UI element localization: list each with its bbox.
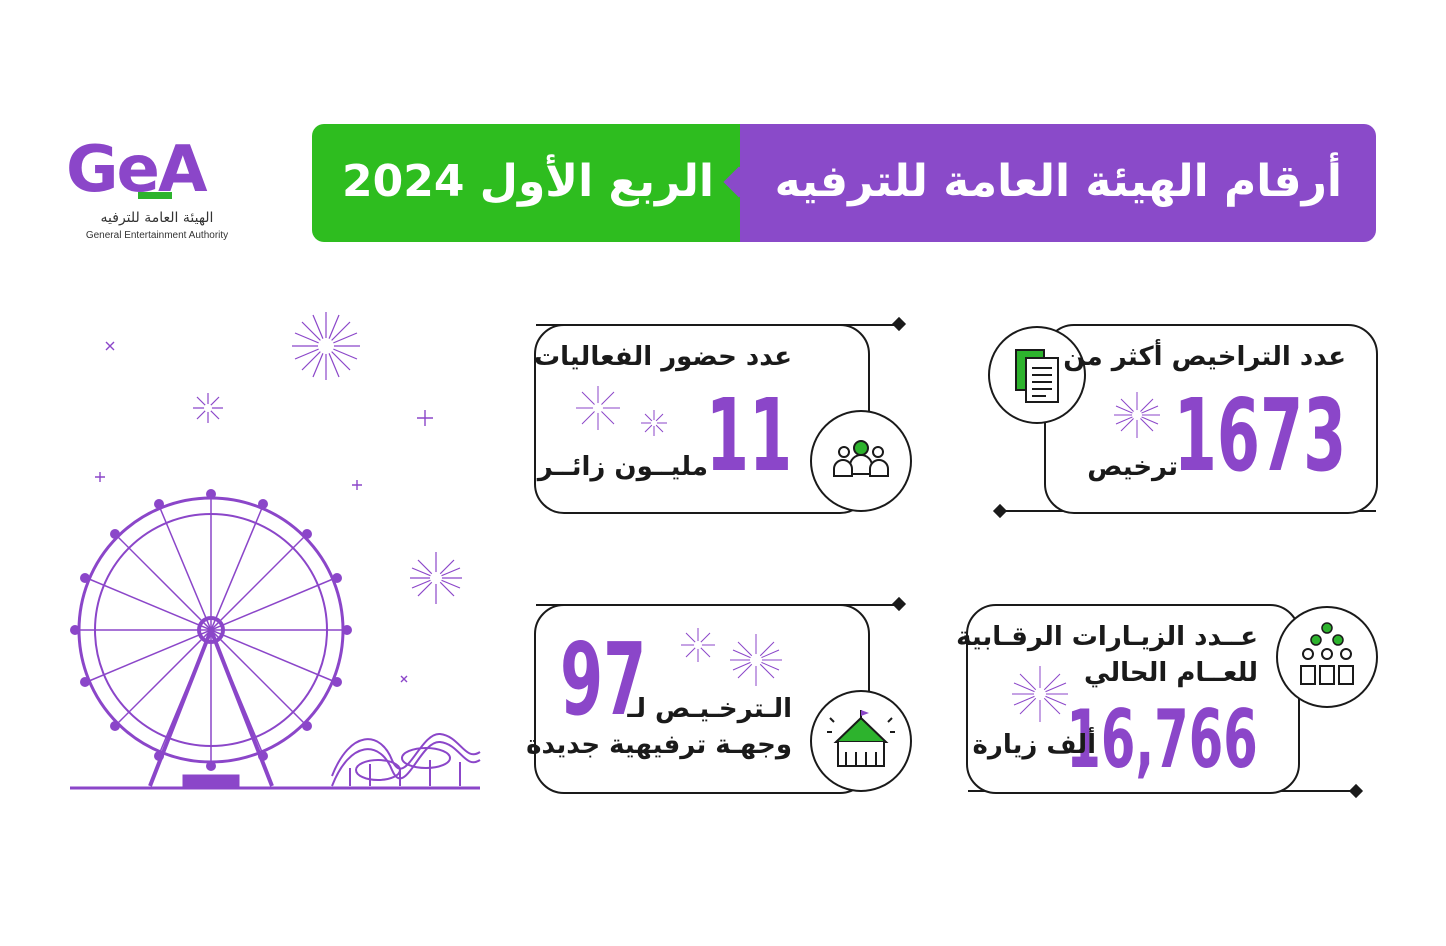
header-banner: أرقام الهيئة العامة للترفيه الربع الأول … [312, 124, 1376, 242]
period-label: الربع الأول 2024 [341, 156, 715, 207]
licenses-label: عدد التراخيص أكثر من [1063, 342, 1346, 372]
logo-green-bar [138, 192, 172, 199]
logo-mark: GeA [66, 133, 207, 207]
rule-diamond [891, 316, 907, 332]
rule-diamond [891, 596, 907, 612]
inspections-label: عــدد الزيـارات الرقـابية [956, 622, 1258, 652]
circus-tent-icon [827, 710, 895, 767]
firework-icon [681, 628, 782, 686]
licenses-icon-circle [988, 326, 1086, 424]
inspections-icon-circle [1276, 606, 1378, 708]
ferris-wheel-illustration [70, 312, 481, 790]
inspections-unit: ألف زيارة [972, 730, 1097, 760]
inspections-value: 16,766 [1066, 693, 1258, 786]
firework-icon [576, 386, 667, 436]
inspections-sublabel: للعــام الحالي [1084, 658, 1258, 688]
rule-diamond [1348, 783, 1364, 799]
attendance-label: عدد حضور الفعاليات [534, 342, 792, 372]
firework-icon [1012, 666, 1068, 722]
destinations-value: 97 [560, 621, 647, 738]
page-title: أرقام الهيئة العامة للترفيه [774, 156, 1342, 207]
destinations-sublabel: وجهـة ترفيهية جديدة [526, 730, 792, 760]
licenses-value: 1673 [1173, 377, 1346, 494]
licenses-unit: ترخيص [1087, 452, 1178, 482]
firework-icon [1114, 392, 1160, 438]
document-icon [1015, 349, 1059, 403]
banner-green-section [312, 124, 740, 242]
logo-english-name: General Entertainment Authority [85, 230, 229, 241]
rule-diamond [992, 503, 1008, 519]
banner-purple-section [740, 124, 1376, 242]
attendance-unit: مليــون زائــر [537, 452, 708, 482]
ferris-wheel [70, 496, 480, 790]
destinations-icon-circle [810, 690, 912, 792]
gea-logo: GeA الهيئة العامة للترفيه General Entert… [66, 130, 246, 250]
logo-arabic-name: الهيئة العامة للترفيه [100, 210, 214, 226]
roller-coaster [331, 732, 481, 787]
inspectors-icon [1300, 622, 1354, 685]
firework-icon [193, 312, 462, 604]
attendance-icon-circle [810, 410, 912, 512]
people-group-icon [833, 440, 889, 477]
destinations-label: الـترخـيـص لـ [627, 694, 792, 724]
inspections-card [966, 604, 1300, 794]
attendance-value: 11 [705, 377, 792, 494]
